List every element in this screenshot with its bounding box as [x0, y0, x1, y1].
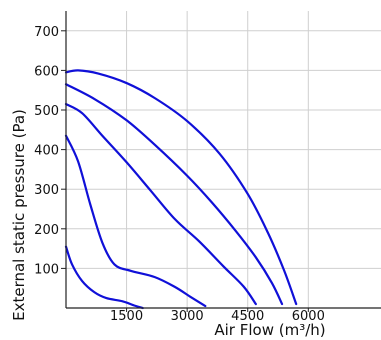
- grid-layer: [66, 11, 381, 308]
- y-tick-label: 200: [34, 223, 59, 238]
- series-layer: [64, 69, 298, 310]
- x-tick-label: 1500: [110, 309, 143, 324]
- fan-curve-line-3: [64, 102, 257, 306]
- x-axis-label: Air Flow (m³/h): [214, 321, 325, 339]
- y-tick-label: 500: [34, 104, 59, 119]
- fan-curve-line-1: [64, 69, 298, 306]
- y-tick-label: 700: [34, 25, 59, 40]
- x-tick-label: 6000: [292, 309, 325, 324]
- y-tick-label: 400: [34, 144, 59, 159]
- fan-curve-line-4: [64, 134, 207, 308]
- fan-curve-line-5: [64, 245, 144, 310]
- x-tick-label: 3000: [171, 309, 204, 324]
- axis-layer: 100 200 300 400 500 600 700 1500 3000 4500 6000: [34, 11, 381, 324]
- y-axis-label: External static pressure (Pa): [10, 109, 28, 321]
- x-tick-label: 4500: [231, 309, 264, 324]
- y-tick-label: 300: [34, 183, 59, 198]
- y-tick-label: 100: [34, 262, 59, 277]
- fan-curve-line-2: [64, 83, 284, 306]
- y-tick-label: 600: [34, 64, 59, 79]
